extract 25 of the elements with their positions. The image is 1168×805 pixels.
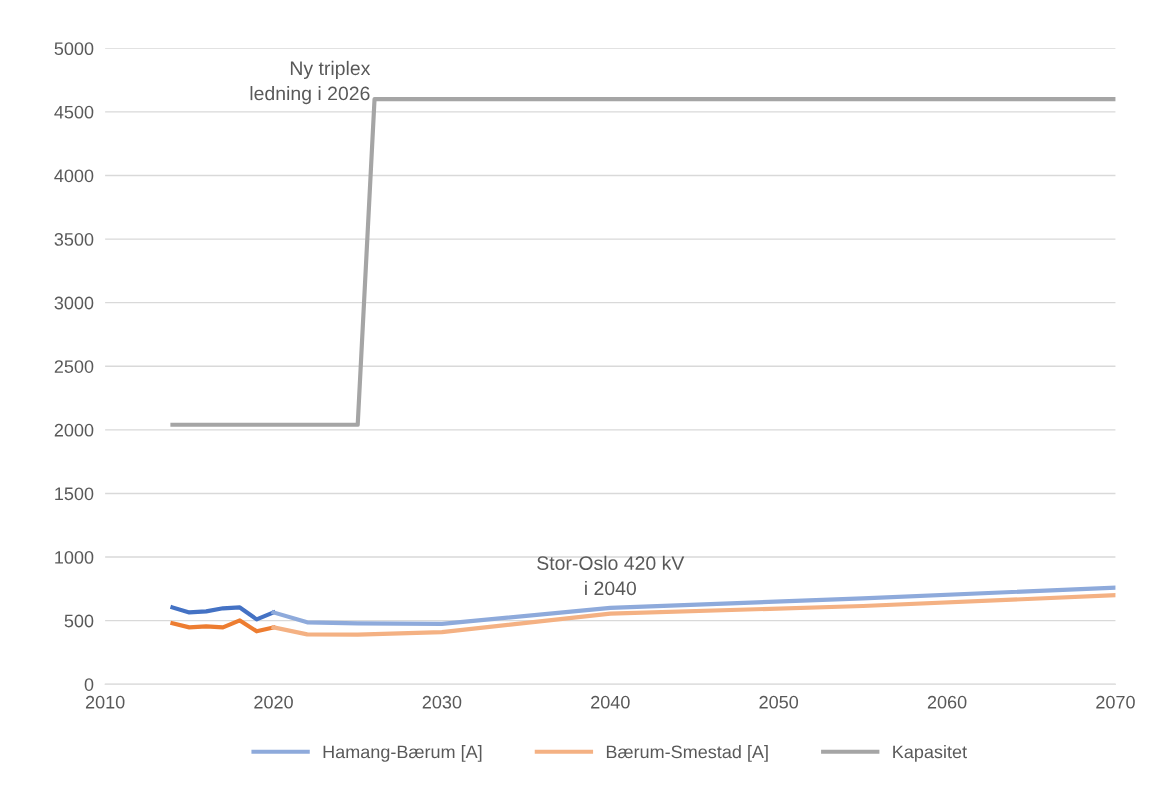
y-tick-label: 2500 — [54, 360, 94, 373]
x-tick-label: 2010 — [85, 695, 125, 709]
x-tick-label: 2030 — [422, 695, 462, 709]
y-tick-label: 0 — [84, 678, 94, 691]
line-series — [170, 618, 276, 634]
y-tick-label: 1000 — [55, 550, 94, 564]
x-tick-label: 2050 — [759, 695, 799, 709]
y-tick-label: 500 — [64, 614, 94, 628]
line-series — [170, 605, 276, 622]
y-tick-label: 3000 — [54, 296, 94, 310]
legend-label: Kapasitet — [893, 745, 967, 762]
legend-label: Bærum-Smestad [A] — [606, 745, 768, 762]
x-tick-label: 2040 — [591, 695, 630, 709]
y-tick-label: 1500 — [55, 487, 94, 501]
y-tick-label: 4000 — [54, 169, 94, 183]
legend-label: Hamang-Bærum [A] — [323, 745, 482, 762]
y-tick-label: 2000 — [54, 423, 94, 437]
x-tick-label: 2070 — [1096, 695, 1135, 709]
y-tick-label: 3500 — [54, 233, 94, 246]
x-tick-label: 2020 — [254, 695, 293, 709]
x-tick-label: 2060 — [927, 695, 967, 709]
y-tick-label: 4500 — [54, 105, 94, 119]
y-tick-label: 5000 — [54, 42, 94, 56]
annotation: Ny triplex ledning i 2026 — [250, 60, 371, 105]
annotation: Stor-Oslo 420 kV i 2040 — [537, 555, 685, 596]
